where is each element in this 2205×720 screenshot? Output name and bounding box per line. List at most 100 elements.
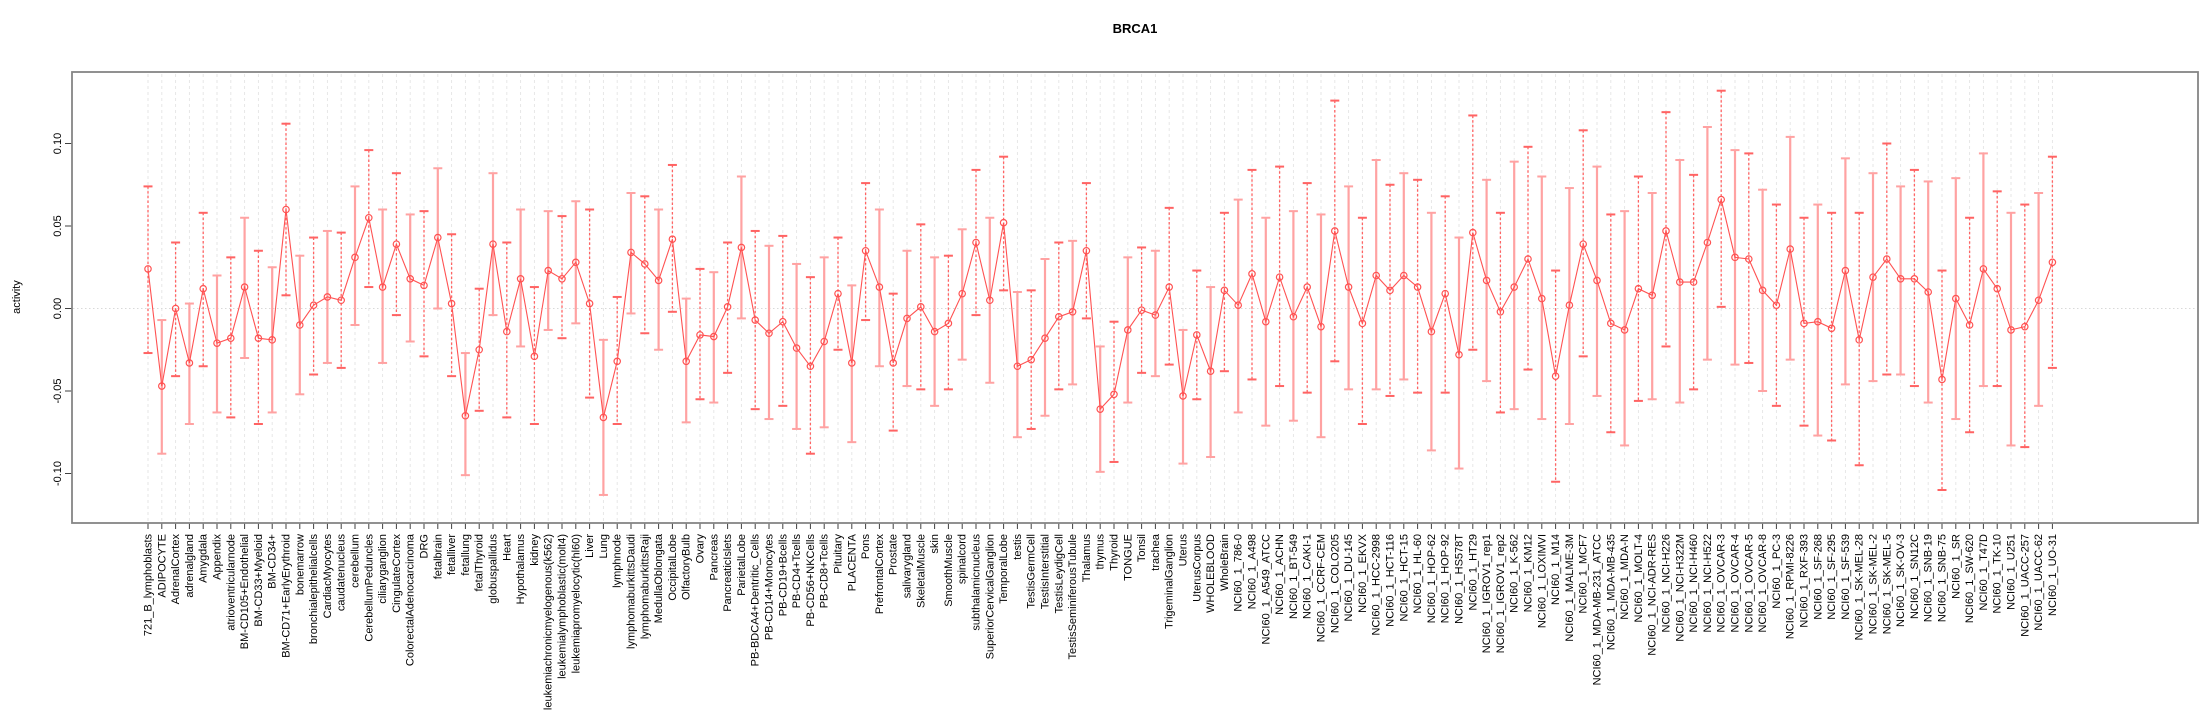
x-tick-label: NCI60_1_NCI-H460	[1688, 534, 1700, 632]
data-point	[916, 303, 925, 311]
data-point	[985, 296, 994, 305]
data-point	[489, 240, 497, 248]
data-point	[1193, 331, 1201, 339]
plot-border	[71, 71, 2199, 524]
x-tick-label: NCI60_1_786-0	[1233, 534, 1245, 612]
x-tick-label: NCI60_1_HOP-92	[1440, 534, 1452, 623]
data-point	[1289, 312, 1298, 321]
x-tick-label: NCI60_1_HCC-2998	[1371, 534, 1383, 636]
x-tick-label: fetalliver	[446, 534, 458, 575]
x-tick-label: trachea	[1150, 533, 1162, 571]
x-tick-label: SmoothMuscle	[943, 534, 955, 607]
x-tick-label: NCI60_1_T47D	[1978, 534, 1990, 610]
data-point	[1427, 327, 1436, 336]
x-tick-label: NCI60_1_DU-145	[1343, 534, 1355, 621]
series-line-layer	[147, 197, 2053, 418]
x-tick-label: subthalamicnucleus	[971, 534, 983, 631]
data-point	[1620, 326, 1629, 334]
x-tick-label: NCI60_1_UO-31	[2047, 534, 2059, 616]
x-tick-label: NCI60_1_ACHN	[1274, 534, 1286, 615]
data-point	[1110, 390, 1118, 399]
x-tick-label: TemporalLobe	[998, 534, 1010, 604]
data-point	[1731, 253, 1739, 262]
x-tick-label: NCI60_1_HCT-116	[1385, 534, 1397, 627]
data-point	[1896, 274, 1905, 283]
data-point	[585, 299, 594, 308]
x-tick-label: cerebellum	[350, 534, 362, 588]
data-point	[185, 359, 194, 367]
x-tick-label: Tonsil	[1136, 534, 1148, 562]
data-point	[1841, 266, 1850, 275]
x-tick-label: OccipitalLobe	[667, 534, 679, 601]
data-point	[765, 329, 773, 338]
x-tick-label: globuspallidus	[488, 534, 500, 604]
data-point	[958, 289, 967, 298]
data-point	[1275, 273, 1284, 281]
data-point	[364, 213, 373, 222]
data-point	[834, 289, 842, 298]
x-tick-label: NCI60_1_CAKI-1	[1302, 534, 1314, 619]
data-point	[1579, 240, 1588, 248]
x-tick-label: PB-CD14+Monocytes	[764, 534, 776, 641]
data-point	[2048, 258, 2057, 267]
data-point	[1952, 294, 1960, 303]
data-point	[268, 336, 277, 344]
x-tick-label: NCI60_1_SN12C	[1909, 534, 1921, 619]
data-point	[792, 344, 801, 352]
x-tick-label: ciliaryganglion	[377, 534, 389, 604]
data-point	[158, 382, 166, 390]
x-tick-label: bronchialepithelialcells	[308, 534, 320, 645]
data-point	[1938, 375, 1946, 384]
data-point	[627, 248, 635, 257]
data-point	[1027, 355, 1036, 364]
series-line	[147, 197, 2053, 418]
data-point	[240, 283, 249, 291]
x-tick-label: DRG	[419, 534, 431, 558]
data-point	[1469, 228, 1477, 237]
data-point	[1455, 350, 1463, 359]
x-tick-label: bonemarrow	[294, 534, 306, 595]
data-point	[1924, 288, 1933, 296]
x-tick-label: NCI60_1_LOXIMVI	[1536, 534, 1548, 628]
x-tick-label: SuperiorCervicalGanglion	[984, 534, 996, 659]
data-point	[254, 334, 263, 343]
data-point	[1551, 372, 1560, 380]
data-point	[903, 314, 911, 323]
data-point	[530, 352, 539, 361]
data-point	[1262, 317, 1270, 326]
data-point	[613, 357, 622, 366]
x-tick-label: TONGUE	[1122, 534, 1134, 581]
x-tick-label: NCI60_1_EKVX	[1357, 533, 1369, 613]
x-tick-label: BM-CD71+EarlyErythroid	[281, 534, 293, 658]
x-tick-label: Amygdala	[198, 533, 210, 583]
x-tick-label: WHOLEBLOOD	[1205, 534, 1217, 613]
data-point	[1883, 255, 1891, 263]
x-tick-label: Hypothalamus	[515, 534, 527, 605]
data-point	[1745, 255, 1753, 263]
x-tick-label: BM-CD105+Endothelial	[239, 534, 251, 649]
data-point	[1358, 319, 1367, 328]
y-tick-label: 0.00	[52, 298, 64, 319]
data-point	[1303, 283, 1312, 291]
data-point	[999, 218, 1008, 227]
data-point	[1400, 271, 1408, 280]
data-point	[323, 293, 332, 301]
data-point	[1344, 283, 1353, 291]
x-tick-label: PLACENTA	[846, 533, 858, 591]
x-tick-label: NCI60_1_BT-549	[1288, 534, 1300, 619]
x-tick-label: PB-CD8+Tcells	[819, 534, 831, 609]
data-point	[2034, 296, 2043, 305]
x-tick-label: ParietalLobe	[736, 534, 748, 596]
data-point	[475, 345, 484, 354]
x-tick-label: NCI60_1_U251	[2006, 534, 2018, 610]
x-axis: 721_B_lymphoblasts ADIPOCYTE AdrenalCortex…	[143, 523, 2059, 710]
x-tick-label: NCI60_1_SK-MEL-2	[1868, 534, 1880, 634]
plot-layer: 721_B_lymphoblasts ADIPOCYTE AdrenalCortex…	[52, 71, 2199, 710]
data-point	[1607, 319, 1615, 328]
x-tick-label: NCI60_1_PC-3	[1771, 534, 1783, 609]
x-tick-label: NCI60_1_HOP-62	[1426, 534, 1438, 623]
data-point	[461, 411, 470, 420]
data-point	[1206, 367, 1215, 376]
x-tick-label: lymphomaburkittsRaji	[639, 534, 651, 639]
